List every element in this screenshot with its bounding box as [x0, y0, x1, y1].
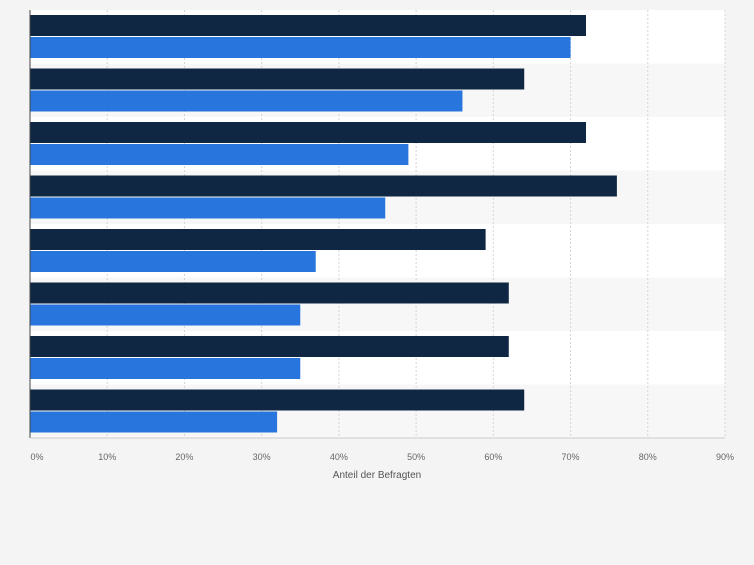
x-tick-label: 20%	[175, 452, 193, 462]
x-tick-label: 90%	[716, 452, 734, 462]
bar-series-1[interactable]	[30, 68, 525, 90]
x-tick-label: 70%	[562, 452, 580, 462]
x-tick-label: 30%	[253, 452, 271, 462]
bar-series-1[interactable]	[30, 122, 586, 143]
bar-series-2[interactable]	[30, 304, 301, 326]
bar-series-2[interactable]	[30, 411, 278, 433]
x-tick-label: 50%	[407, 452, 425, 462]
x-tick-label: 10%	[98, 452, 116, 462]
bar-series-2[interactable]	[30, 90, 463, 112]
bar-series-2[interactable]	[30, 358, 301, 379]
bar-series-1[interactable]	[30, 175, 617, 197]
bar-series-1[interactable]	[30, 15, 586, 36]
x-tick-label: 80%	[639, 452, 657, 462]
x-axis-title: Anteil der Befragten	[333, 470, 421, 481]
x-tick-label: 40%	[330, 452, 348, 462]
bar-series-2[interactable]	[30, 144, 409, 165]
bar-series-2[interactable]	[30, 197, 386, 219]
x-tick-label: 60%	[484, 452, 502, 462]
bar-series-1[interactable]	[30, 282, 509, 304]
x-tick-label: 0%	[30, 452, 43, 462]
bar-series-1[interactable]	[30, 229, 486, 250]
bar-series-1[interactable]	[30, 336, 509, 357]
bar-series-2[interactable]	[30, 37, 571, 58]
bar-series-1[interactable]	[30, 389, 525, 411]
bar-series-2[interactable]	[30, 251, 316, 272]
